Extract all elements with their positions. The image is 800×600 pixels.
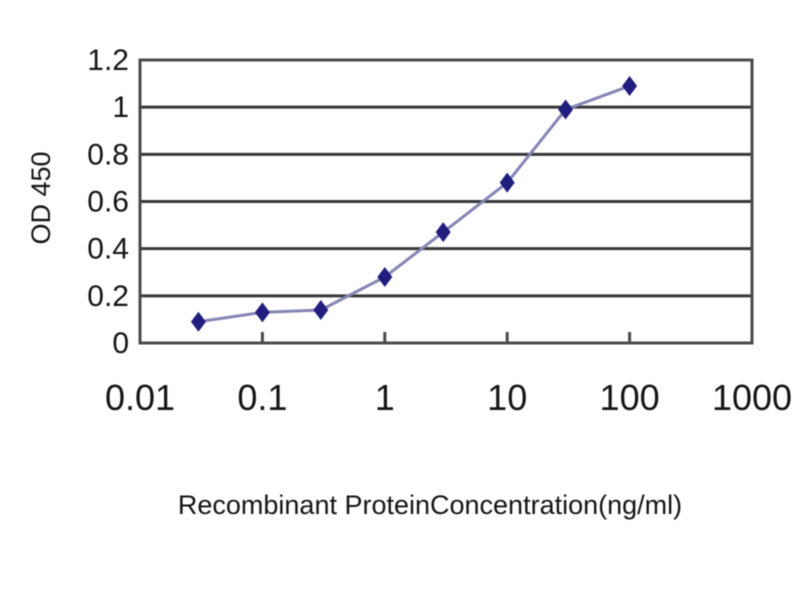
y-tick-label: 1 bbox=[112, 91, 129, 124]
plot-frame bbox=[138, 58, 754, 345]
series-line bbox=[198, 84, 631, 324]
y-tick-label: 0.2 bbox=[87, 280, 129, 313]
y-tick-label: 1.2 bbox=[87, 44, 129, 77]
x-tick-label: 0.1 bbox=[237, 377, 287, 418]
x-tick-label: 1 bbox=[375, 377, 395, 418]
y-tick-label: 0 bbox=[112, 327, 129, 360]
y-tick-label: 0.8 bbox=[87, 138, 129, 171]
data-point-marker bbox=[499, 172, 515, 193]
data-point-marker bbox=[435, 222, 451, 243]
y-tick-label: 0.4 bbox=[87, 233, 129, 266]
data-point-marker bbox=[558, 99, 574, 120]
data-point-marker bbox=[190, 311, 206, 332]
x-tick-label: 1000 bbox=[712, 377, 792, 418]
x-axis-title: Recombinant ProteinConcentration(ng/ml) bbox=[178, 490, 682, 520]
x-tick-label: 0.01 bbox=[105, 377, 175, 418]
gridlines-layer bbox=[140, 58, 752, 298]
y-axis-title: OD 450 bbox=[26, 151, 56, 244]
y-tick-label: 0.6 bbox=[87, 186, 129, 219]
data-point-marker bbox=[377, 266, 393, 287]
data-point-marker bbox=[622, 75, 638, 96]
tick-labels-layer: 0.01 0.1 1 10 100 1000 0 0.2 0.4 0.6 0.8 1 1.2 bbox=[87, 44, 792, 418]
x-tick-label: 10 bbox=[487, 377, 527, 418]
data-point-marker bbox=[254, 302, 270, 323]
plot-frame-layer bbox=[138, 58, 754, 345]
axis-ticks-layer bbox=[260, 332, 632, 343]
data-point-marker bbox=[313, 299, 329, 320]
data-series-layer bbox=[190, 75, 638, 332]
x-tick-label: 100 bbox=[600, 377, 660, 418]
